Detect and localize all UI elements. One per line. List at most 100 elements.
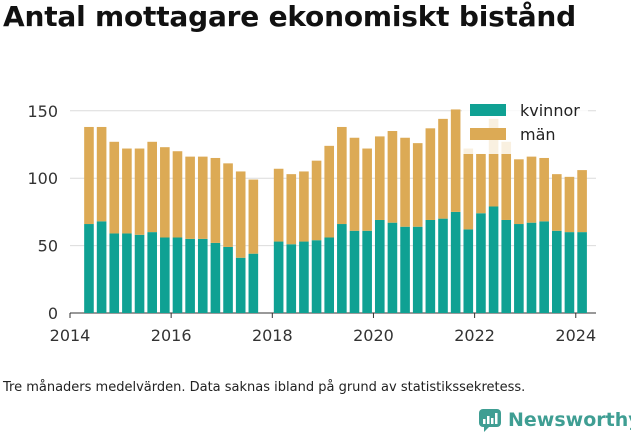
x-tick-label: 2018 (252, 326, 293, 345)
bar-series (84, 109, 587, 313)
chart-title: Antal mottagare ekonomiskt bistånd (3, 0, 577, 33)
bar-män (223, 163, 233, 247)
bar-män (476, 153, 486, 214)
bar-kvinnor (210, 242, 221, 313)
bar-kvinnor (514, 224, 524, 313)
bar-män (387, 131, 398, 223)
bar-män (501, 141, 512, 220)
bar-män (147, 141, 157, 233)
bar-män (425, 128, 436, 220)
bar-kvinnor (463, 229, 474, 313)
bar-män (463, 148, 474, 230)
bar-kvinnor (248, 253, 259, 313)
bar-män (185, 156, 195, 239)
bar-män (299, 171, 309, 242)
bar-män (450, 109, 461, 212)
x-tick-label: 2014 (50, 326, 91, 345)
bar-kvinnor (286, 244, 297, 313)
bar-kvinnor (109, 233, 120, 313)
bar-män (412, 143, 423, 227)
bar-män (514, 159, 524, 225)
bar-män (324, 145, 335, 238)
bar-män (210, 157, 221, 243)
bar-män (197, 156, 208, 239)
bar-kvinnor (400, 226, 410, 313)
bar-män (539, 157, 549, 222)
stacked-bar-chart: 0 50 100 150 2014 2016 2018 2020 2022 2024 kvinno… (27, 96, 597, 345)
bar-män (349, 137, 360, 231)
bar-män (134, 148, 145, 235)
bar-kvinnor (374, 219, 385, 313)
bar-kvinnor (185, 238, 195, 313)
y-tick-label: 50 (38, 237, 58, 256)
x-tick-label: 2020 (353, 326, 394, 345)
bar-män (172, 151, 183, 238)
newsworthy-logo-icon (479, 409, 501, 432)
y-tick-label: 100 (27, 169, 58, 188)
bar-män (122, 148, 132, 234)
bar-kvinnor (539, 221, 549, 313)
bar-kvinnor (438, 218, 448, 313)
bar-kvinnor (577, 232, 587, 313)
legend-swatch-kvinnor (470, 104, 506, 116)
bar-män (273, 168, 284, 242)
bar-kvinnor (324, 237, 335, 313)
bar-män (362, 148, 372, 231)
bar-kvinnor (299, 241, 309, 313)
legend-label-män: män (520, 125, 556, 144)
bar-kvinnor (564, 232, 575, 313)
bar-kvinnor (526, 222, 537, 313)
bar-kvinnor (488, 206, 499, 313)
legend-label-kvinnor: kvinnor (520, 101, 580, 120)
bar-kvinnor (337, 224, 347, 313)
bar-kvinnor (147, 232, 157, 313)
bar-män (400, 137, 410, 227)
legend: kvinnor män (462, 96, 588, 154)
newsworthy-brand: Newsworthy (478, 408, 631, 432)
bar-män (374, 136, 385, 220)
bar-kvinnor (160, 237, 170, 313)
bar-män (488, 118, 499, 207)
y-tick-label: 0 (48, 304, 58, 323)
bar-kvinnor (476, 213, 486, 313)
bar-män (438, 118, 448, 219)
bar-kvinnor (501, 219, 512, 313)
bar-kvinnor (96, 221, 107, 313)
bar-kvinnor (122, 233, 132, 313)
bar-kvinnor (362, 230, 372, 313)
bar-kvinnor (450, 211, 461, 313)
bar-kvinnor (84, 224, 94, 313)
bar-män (160, 147, 170, 238)
bar-kvinnor (551, 230, 562, 313)
bar-män (577, 170, 587, 233)
bar-kvinnor (197, 238, 208, 313)
bar-män (84, 126, 94, 225)
bar-kvinnor (223, 246, 233, 313)
bar-kvinnor (412, 226, 423, 313)
bar-kvinnor (134, 234, 145, 313)
bar-kvinnor (311, 240, 322, 313)
bar-män (337, 126, 347, 225)
bar-män (96, 126, 107, 222)
bar-kvinnor (387, 222, 398, 313)
bar-män (564, 176, 575, 233)
bar-kvinnor (273, 241, 284, 313)
x-tick-label: 2024 (555, 326, 596, 345)
bar-män (311, 160, 322, 241)
bar-män (286, 174, 297, 245)
bar-kvinnor (235, 257, 246, 313)
bar-män (235, 171, 246, 258)
x-tick-label: 2022 (454, 326, 495, 345)
bar-kvinnor (349, 230, 360, 313)
brand-name: Newsworthy (508, 409, 631, 431)
bar-män (248, 179, 259, 254)
axes: 0 50 100 150 2014 2016 2018 2020 2022 2024 (27, 102, 596, 345)
bar-män (551, 174, 562, 231)
legend-swatch-män (470, 128, 506, 140)
x-tick-label: 2016 (151, 326, 192, 345)
chart-caption: Tre månaders medelvärden. Data saknas ib… (3, 380, 526, 395)
y-tick-label: 150 (27, 102, 58, 121)
bar-män (526, 156, 537, 223)
bar-kvinnor (425, 219, 436, 313)
bar-män (109, 141, 120, 234)
